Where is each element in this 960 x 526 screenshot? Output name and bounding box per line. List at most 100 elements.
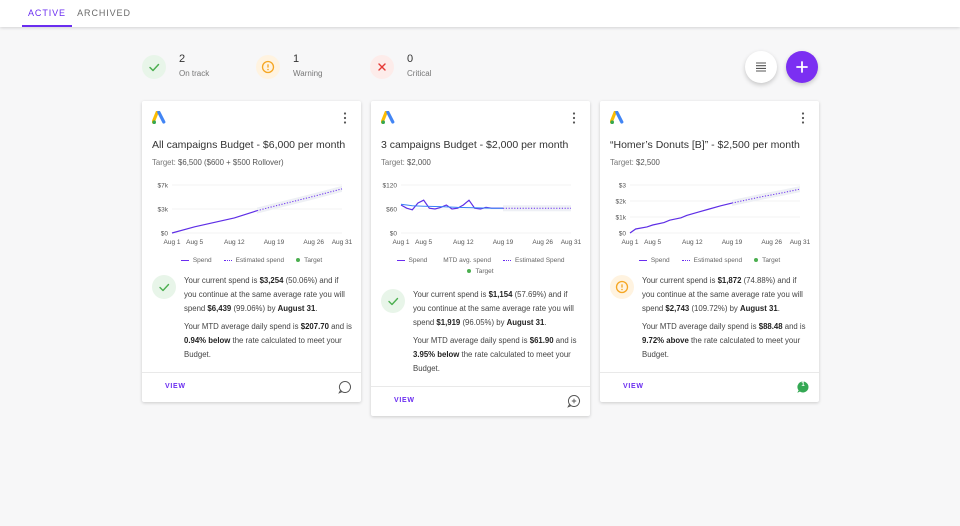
- comment-count-icon[interactable]: 1: [796, 380, 810, 394]
- tab-active[interactable]: ACTIVE: [22, 0, 72, 27]
- text-segment: and is: [553, 336, 577, 345]
- x-tick-label: Aug 26: [303, 239, 324, 246]
- highlight-value: 9.72% above: [642, 336, 689, 345]
- legend-item: Target: [754, 257, 780, 264]
- daily-spend-summary: Your MTD average daily spend is $207.70 …: [184, 320, 352, 362]
- more-options-icon[interactable]: [795, 110, 811, 126]
- warning-icon: [610, 275, 634, 299]
- spend-summary: Your current spend is $3,254 (50.06%) an…: [184, 274, 352, 316]
- stat-label: Critical: [407, 69, 432, 78]
- budget-chart: $0 $60 $120 Aug 1 Aug 5 Aug 12 Aug 19 Aug 26 Aug…: [383, 183, 582, 247]
- legend-swatch: [681, 259, 690, 261]
- x-tick-label: Aug 12: [682, 239, 703, 246]
- text-segment: (57.69%) and if you continue at the same…: [413, 290, 574, 327]
- legend-item: Estimated Spend: [502, 257, 565, 264]
- series-line-spend: [171, 210, 258, 234]
- google-ads-logo-icon: [151, 110, 167, 130]
- chart-legend: Spend MTD avg. spend Estimated Spend Target: [371, 257, 590, 279]
- legend-item: Spend: [638, 257, 670, 264]
- x-tick-label: Aug 1: [393, 239, 410, 246]
- x-tick-label: Aug 1: [164, 239, 181, 246]
- stat-count: 0: [407, 53, 414, 65]
- highlight-value: $2,743: [665, 304, 690, 313]
- tab-archived[interactable]: ARCHIVED: [77, 8, 131, 18]
- highlight-value: August 31: [277, 304, 316, 313]
- highlight-value: August 31: [506, 318, 545, 327]
- list-icon: [756, 62, 766, 72]
- legend-swatch: [502, 259, 511, 261]
- legend-swatch: [396, 259, 405, 261]
- view-button[interactable]: VIEW: [165, 383, 186, 390]
- legend-label: Target: [475, 268, 494, 275]
- text-segment: and is: [782, 322, 806, 331]
- y-tick-label: $1k: [616, 215, 627, 222]
- highlight-value: $1,154: [488, 290, 513, 299]
- card-title: “Homer’s Donuts [B]” - $2,500 per month: [610, 139, 800, 151]
- x-tick-label: Aug 12: [453, 239, 474, 246]
- plus-icon: [796, 61, 808, 73]
- google-ads-logo-icon: [380, 110, 396, 130]
- stat-label: Warning: [293, 69, 323, 78]
- chart-legend: Spend Estimated spend Target: [142, 257, 361, 268]
- text-segment: (99.06%) by: [231, 304, 278, 313]
- check-icon: [142, 55, 166, 79]
- text-segment: Your MTD average daily spend is: [642, 322, 759, 331]
- more-options-icon[interactable]: [337, 110, 353, 126]
- series-line-spend: [400, 199, 503, 211]
- budget-chart: $0 $1k $2k $3 Aug 1 Aug 5 Aug 12 Aug 19 Aug 26 Au…: [616, 183, 811, 247]
- x-tick-label: Aug 31: [790, 239, 811, 246]
- text-segment: (109.72%) by: [689, 304, 740, 313]
- y-tick-label: $3: [619, 183, 627, 190]
- tab-bar: ACTIVE ARCHIVED: [0, 0, 960, 27]
- list-view-button[interactable]: [745, 51, 777, 83]
- x-tick-label: Aug 31: [561, 239, 582, 246]
- text-segment: (96.05%) by: [460, 318, 507, 327]
- legend-label: Target: [304, 257, 323, 264]
- stat-count: 1: [293, 53, 300, 65]
- target-value: $2,000: [407, 158, 431, 167]
- legend-label: MTD avg. spend: [443, 257, 491, 264]
- series-line-spend: [629, 202, 733, 234]
- target-value: $6,500 ($600 + $500 Rollover): [178, 158, 284, 167]
- target-label: Target:: [610, 158, 637, 167]
- text-segment: and is: [328, 322, 352, 331]
- legend-label: Estimated spend: [693, 257, 743, 264]
- legend-swatch: [754, 258, 759, 263]
- highlight-value: $1,919: [436, 318, 461, 327]
- google-ads-logo-icon: [609, 110, 625, 130]
- y-tick-label: $0: [390, 231, 398, 238]
- highlight-value: 0.94% below: [184, 336, 231, 345]
- close-icon: [370, 55, 394, 79]
- text-segment: (74.88%) and if you continue at the same…: [642, 276, 803, 313]
- comment-count: 1: [801, 382, 805, 388]
- x-tick-label: Aug 19: [264, 239, 285, 246]
- x-tick-label: Aug 19: [493, 239, 514, 246]
- text-segment: Your current spend is: [184, 276, 260, 285]
- stat-count: 2: [179, 53, 186, 65]
- y-tick-label: $2k: [616, 199, 627, 206]
- card-target: Target: $2,500: [610, 158, 660, 167]
- spend-summary: Your current spend is $1,872 (74.88%) an…: [642, 274, 810, 316]
- more-options-icon[interactable]: [566, 110, 582, 126]
- stat-label: On track: [179, 69, 210, 78]
- highlight-value: $88.48: [758, 322, 783, 331]
- check-icon: [381, 289, 405, 313]
- x-tick-label: Aug 5: [186, 239, 203, 246]
- view-button[interactable]: VIEW: [623, 383, 644, 390]
- text-segment: the rate calculated to meet your Budget.: [184, 336, 342, 359]
- legend-item: Target: [296, 257, 322, 264]
- comment-icon[interactable]: [338, 380, 352, 394]
- text-segment: .: [544, 318, 547, 327]
- x-tick-label: Aug 26: [761, 239, 782, 246]
- legend-item: Estimated spend: [223, 257, 284, 264]
- x-tick-label: Aug 1: [622, 239, 639, 246]
- text-segment: Your current spend is: [413, 290, 489, 299]
- comment-add-icon[interactable]: [567, 394, 581, 408]
- check-icon: [152, 275, 176, 299]
- add-budget-button[interactable]: [786, 51, 818, 83]
- legend-swatch: [638, 259, 647, 261]
- divider: [600, 372, 819, 373]
- view-button[interactable]: VIEW: [394, 397, 415, 404]
- card-target: Target: $6,500 ($600 + $500 Rollover): [152, 158, 284, 167]
- series-line-estimated-spend: [256, 188, 343, 212]
